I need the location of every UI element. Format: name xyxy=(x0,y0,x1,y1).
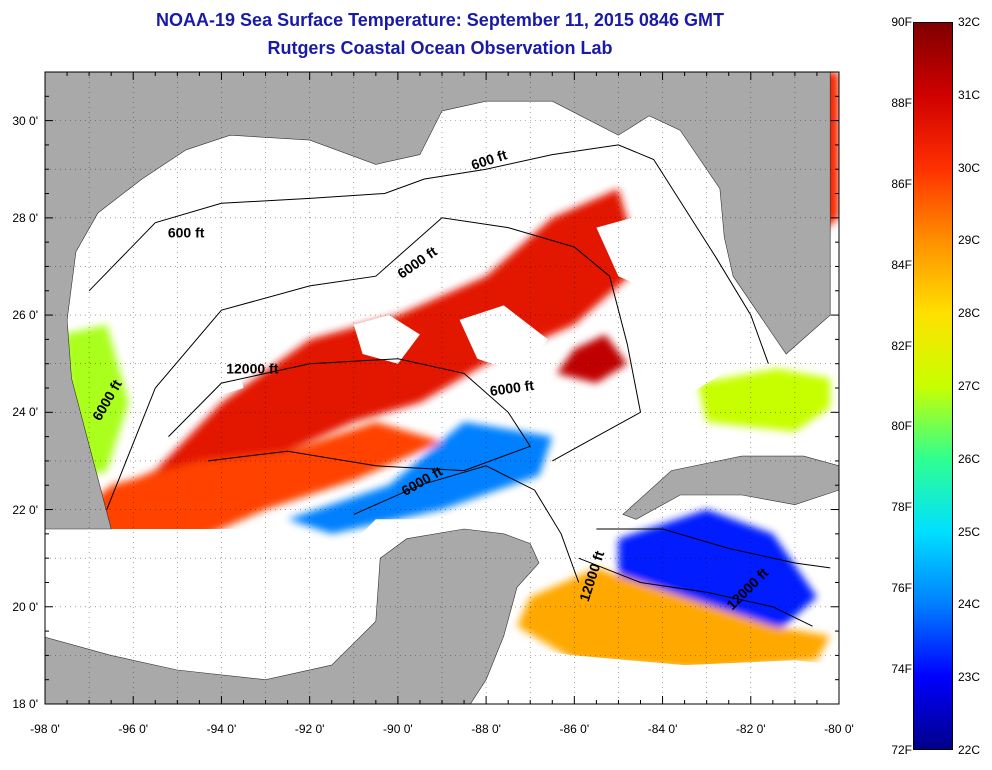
colorbar-f-label: 86F xyxy=(891,176,912,191)
x-tick-label: -92 0' xyxy=(294,722,325,736)
colorbar-c-label: 27C xyxy=(958,379,981,393)
land-north-america xyxy=(45,72,831,530)
cloud-region-8 xyxy=(177,339,244,403)
grid-layer xyxy=(45,72,839,704)
map-title: NOAA-19 Sea Surface Temperature: Septemb… xyxy=(156,10,724,30)
isobath-contour-1 xyxy=(106,217,642,510)
colorbar-c-label: 24C xyxy=(958,597,981,612)
colorbar-c-label: 32C xyxy=(958,15,981,29)
isobath-contour-2 xyxy=(168,358,531,472)
sst-region-2 xyxy=(71,422,442,563)
isobath-label-0: 600 ft xyxy=(168,224,205,240)
colorbar-f-label: 78F xyxy=(891,500,912,515)
colorbar-c-label: 31C xyxy=(958,87,981,102)
x-tick-label: -80 0' xyxy=(824,722,854,736)
isobath-contour-3 xyxy=(353,465,580,583)
map-subtitle: Rutgers Coastal Ocean Observation Lab xyxy=(267,38,613,58)
colorbar-c-label: 28C xyxy=(958,306,981,321)
y-tick-label: 18 0' xyxy=(12,697,38,711)
colorbar-f-label: 90F xyxy=(891,15,912,29)
isobath-contour-4 xyxy=(578,557,813,627)
colorbar-c-label: 26C xyxy=(958,451,981,466)
tick-layer xyxy=(44,71,840,705)
colorbar-f-label: 84F xyxy=(891,257,912,272)
isobath-layer xyxy=(88,144,831,627)
cloud-region-4 xyxy=(459,305,548,374)
y-tick-label: 24 0' xyxy=(12,405,38,420)
sst-region-5 xyxy=(517,567,831,670)
colorbar-c-label: 29C xyxy=(958,233,981,248)
colorbar-c-label: 30C xyxy=(958,160,981,175)
x-tick-label: -88 0' xyxy=(471,722,501,736)
x-tick-label: -90 0' xyxy=(383,722,413,736)
y-tick-label: 22 0' xyxy=(12,502,38,517)
cloud-region-6 xyxy=(596,203,729,306)
land-layer xyxy=(45,72,839,704)
colorbar-c-label: 23C xyxy=(958,670,981,685)
x-tick-label: -94 0' xyxy=(206,722,237,736)
colorbar-f-label: 76F xyxy=(891,581,912,596)
cloud-region-1 xyxy=(45,529,332,612)
colorbar-f-label: 80F xyxy=(891,419,912,434)
x-tick-label: -84 0' xyxy=(647,722,678,736)
cloud-region-5 xyxy=(353,315,420,364)
x-tick-label: -96 0' xyxy=(118,722,149,736)
cloud-region-7 xyxy=(662,349,729,398)
land-yucatan xyxy=(45,528,540,704)
cloud-region-0 xyxy=(80,144,553,306)
y-tick-label: 28 0' xyxy=(12,210,38,225)
isobath-label-3: 12000 ft xyxy=(226,360,278,376)
sst-region-1 xyxy=(556,334,628,384)
cloud-region-3 xyxy=(494,645,839,704)
colorbar-c-label: 22C xyxy=(958,743,981,757)
colorbar-f-label: 72F xyxy=(891,743,912,757)
y-tick-label: 26 0' xyxy=(12,308,38,323)
colorbar-c-label: 25C xyxy=(958,524,981,539)
temperature-colorbar xyxy=(913,22,953,750)
isobath-contour-5 xyxy=(596,528,831,569)
isobath-label-4: 6000 ft xyxy=(489,377,535,399)
x-tick-label: -82 0' xyxy=(735,722,766,736)
x-tick-label: -98 0' xyxy=(30,722,60,736)
x-tick-label: -86 0' xyxy=(559,722,590,736)
y-tick-label: 30 0' xyxy=(12,113,38,128)
colorbar-f-label: 74F xyxy=(891,662,912,677)
isobath-contour-0 xyxy=(88,144,769,364)
land-cuba xyxy=(622,455,839,520)
sst-region-8 xyxy=(697,368,831,432)
colorbar-f-label: 82F xyxy=(891,338,912,353)
sst-region-3 xyxy=(287,422,553,534)
y-tick-label: 20 0' xyxy=(12,599,38,614)
colorbar-f-label: 88F xyxy=(891,95,912,110)
